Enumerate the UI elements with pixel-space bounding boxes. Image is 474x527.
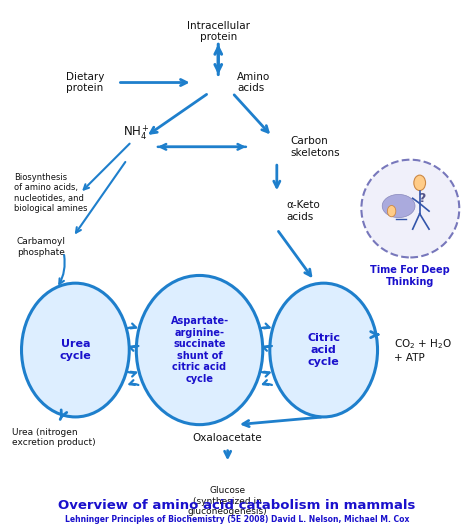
Text: Dietary
protein: Dietary protein xyxy=(65,72,104,93)
Text: Biosynthesis
of amino acids,
nucleotides, and
biological amines: Biosynthesis of amino acids, nucleotides… xyxy=(15,173,88,213)
Text: Overview of amino acid catabolism in mammals: Overview of amino acid catabolism in mam… xyxy=(58,499,416,512)
Text: Carbon
skeletons: Carbon skeletons xyxy=(291,136,340,158)
Text: Urea
cycle: Urea cycle xyxy=(60,339,91,361)
Ellipse shape xyxy=(382,194,415,218)
Ellipse shape xyxy=(387,206,396,217)
Text: Carbamoyl
phosphate: Carbamoyl phosphate xyxy=(17,238,66,257)
Text: Urea (nitrogen
excretion product): Urea (nitrogen excretion product) xyxy=(12,428,96,447)
Text: CO$_2$ + H$_2$O
+ ATP: CO$_2$ + H$_2$O + ATP xyxy=(394,337,452,363)
Ellipse shape xyxy=(137,276,263,425)
Text: Amino
acids: Amino acids xyxy=(237,72,270,93)
Text: Time For Deep
Thinking: Time For Deep Thinking xyxy=(371,265,450,287)
Ellipse shape xyxy=(21,283,129,417)
Ellipse shape xyxy=(414,175,426,191)
Text: Glucose
(synthesized in
gluconeogenesis): Glucose (synthesized in gluconeogenesis) xyxy=(188,486,267,516)
Text: Oxaloacetate: Oxaloacetate xyxy=(193,433,263,443)
Text: ?: ? xyxy=(419,192,426,205)
Text: Citric
acid
cycle: Citric acid cycle xyxy=(307,334,340,367)
Text: NH$_4^+$: NH$_4^+$ xyxy=(123,123,150,142)
Text: Lehninger Principles of Biochemistry (5E 2008) David L. Nelson, Michael M. Cox: Lehninger Principles of Biochemistry (5E… xyxy=(65,515,409,524)
Ellipse shape xyxy=(361,160,459,258)
Ellipse shape xyxy=(270,283,377,417)
Text: Intracellular
protein: Intracellular protein xyxy=(187,21,250,42)
Text: Aspartate-
arginine-
succinate
shunt of
citric acid
cycle: Aspartate- arginine- succinate shunt of … xyxy=(171,316,228,384)
Text: α-Keto
acids: α-Keto acids xyxy=(286,200,320,222)
